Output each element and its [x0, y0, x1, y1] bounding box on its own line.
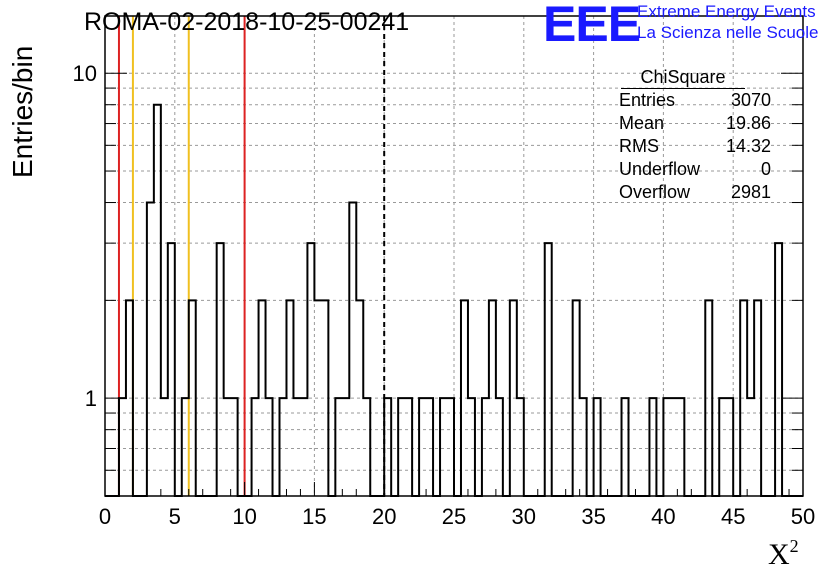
stats-value: 0	[760, 159, 771, 179]
x-tick-label: 5	[169, 504, 181, 529]
x-tick-label: 30	[512, 504, 536, 529]
stats-label: Mean	[619, 113, 665, 133]
stats-row-rms: RMS 14.32	[613, 135, 777, 158]
stats-title: ChiSquare	[621, 66, 745, 89]
stats-row-mean: Mean 19.86	[613, 112, 777, 135]
stats-label: Underflow	[619, 159, 701, 179]
axis-ticks	[104, 72, 804, 497]
stats-row-entries: Entries 3070	[613, 89, 777, 112]
stats-label: Overflow	[619, 182, 691, 202]
stats-value: 2981	[730, 182, 771, 202]
stats-row-overflow: Overflow 2981	[613, 181, 777, 204]
stats-value: 3070	[730, 90, 771, 110]
x-axis-label-base: X	[768, 538, 790, 571]
eee-logo: EEE	[543, 0, 641, 52]
grid-lines	[105, 16, 803, 497]
stats-label: Entries	[619, 90, 676, 110]
logo-caption-line2: La Scienza nelle Scuole	[637, 23, 819, 42]
y-tick-label: 1	[85, 386, 97, 411]
x-tick-label: 15	[302, 504, 326, 529]
logo-caption-line1: Extreme Energy Events	[637, 2, 816, 21]
stats-row-underflow: Underflow 0	[613, 158, 777, 181]
x-axis-label-superscript: 2	[790, 536, 799, 556]
stats-box: ChiSquare Entries 3070 Mean 19.86 RMS 14…	[613, 66, 777, 204]
y-axis-label: Entries/bin	[7, 46, 38, 178]
axis-tick-labels: 0 5 10 15 20 25 30 35 40 45 50 1 10	[73, 61, 816, 529]
x-tick-label: 50	[791, 504, 815, 529]
x-tick-label: 35	[581, 504, 605, 529]
x-tick-label: 25	[442, 504, 466, 529]
y-tick-label: 10	[73, 61, 97, 86]
x-axis-label: X2	[768, 536, 799, 571]
x-tick-label: 40	[651, 504, 675, 529]
stats-label: RMS	[619, 136, 659, 156]
stats-value: 14.32	[725, 136, 771, 156]
plot-title: ROMA-02-2018-10-25-00241	[84, 8, 410, 36]
x-tick-label: 10	[232, 504, 256, 529]
x-tick-label: 45	[721, 504, 745, 529]
x-tick-label: 20	[372, 504, 396, 529]
stats-value: 19.86	[725, 113, 771, 133]
x-tick-label: 0	[99, 504, 111, 529]
histogram-outline	[105, 103, 803, 497]
